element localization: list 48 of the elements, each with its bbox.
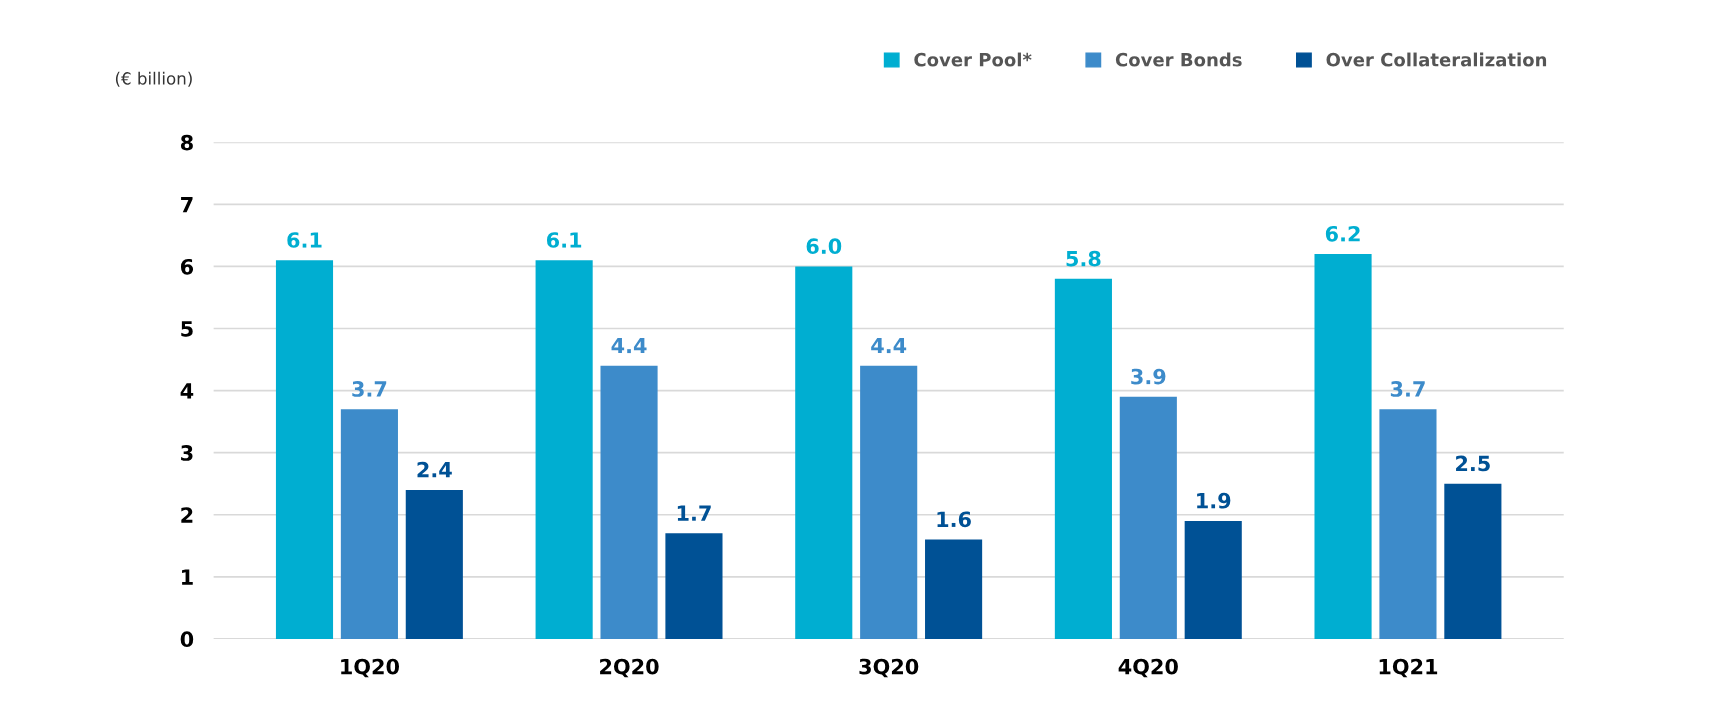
x-tick-label: 4Q20 [1118,658,1178,678]
y-tick-label: 8 [180,134,193,151]
data-label: 3.9 [1131,368,1166,385]
y-tick-label: 5 [181,321,193,337]
bar [1184,520,1242,639]
data-label: 4.4 [871,337,907,354]
bar [925,539,983,639]
legend-label: Over Collateralization [1326,52,1547,67]
bar [665,533,723,639]
y-tick-label: 0 [180,631,194,648]
bar [405,489,463,639]
y-tick-label: 4 [180,383,194,399]
data-label: 5.8 [1066,250,1101,267]
data-label: 6.0 [806,238,842,255]
legend-label: Cover Bonds [1115,52,1242,67]
legend-label: Cover Pool* [914,52,1032,67]
data-label: 1.7 [677,505,711,521]
bar [1444,483,1502,639]
y-tick-label: 6 [180,258,194,275]
y-tick-label: 1 [182,569,193,585]
bar [1119,396,1177,639]
bar [860,365,918,639]
data-label: 1.9 [1197,492,1231,509]
x-tick-label: 1Q21 [1379,658,1438,678]
data-label: 2.4 [417,461,452,478]
y-axis-title: (€ billion) [115,71,192,87]
x-tick-label: 2Q20 [600,658,659,678]
bar [1379,409,1437,639]
y-tick-label: 7 [181,197,193,213]
data-label: 6.1 [287,232,322,248]
data-label: 2.5 [1456,455,1490,472]
data-label: 3.7 [1390,381,1425,397]
bar [340,409,398,639]
x-tick-label: 1Q20 [341,658,400,678]
bar [275,260,334,639]
data-label: 4.4 [611,337,647,354]
data-label: 3.7 [352,381,387,397]
bar [535,260,593,639]
bar [1054,278,1112,639]
data-label: 6.2 [1325,225,1360,242]
y-tick-label: 3 [181,445,193,461]
bar [795,266,853,639]
bar [600,365,658,639]
data-label: 1.6 [937,511,971,528]
x-tick-label: 3Q20 [859,658,919,678]
data-label: 6.1 [546,232,582,248]
bar [1314,254,1372,639]
y-tick-label: 2 [181,507,193,523]
